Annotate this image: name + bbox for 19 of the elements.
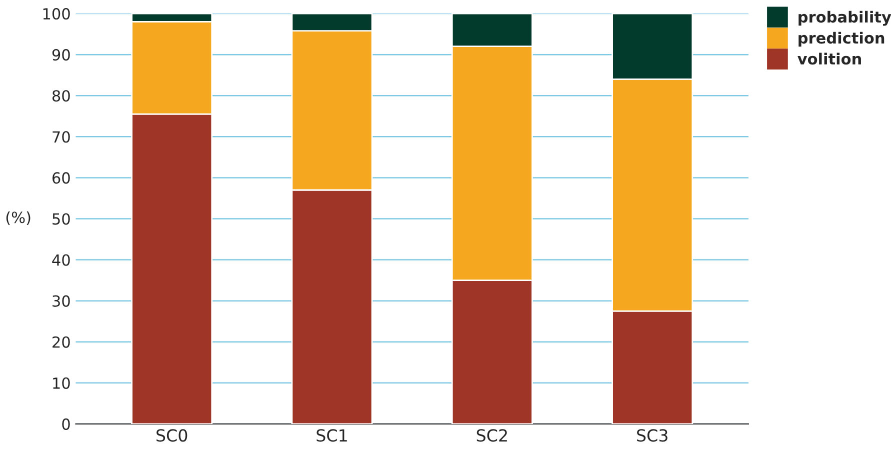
y-tick-label: 50	[52, 213, 70, 225]
y-tick-label: 0	[62, 418, 70, 430]
y-tick-label: 30	[52, 295, 70, 307]
y-tick-label: 40	[52, 254, 70, 266]
x-tick-label: SC1	[316, 429, 347, 442]
x-tick-label: SC0	[156, 429, 188, 442]
y-axis-title: (%)	[6, 211, 30, 225]
y-tick-label: 90	[52, 49, 70, 61]
x-tick-label: SC3	[637, 429, 668, 442]
y-tick-label: 80	[52, 90, 70, 102]
y-tick-label: 70	[52, 131, 70, 143]
legend-label: volition	[798, 52, 861, 65]
y-tick-label: 20	[52, 336, 70, 348]
y-tick-label: 100	[43, 8, 70, 20]
legend-label: probability	[798, 10, 891, 26]
legend-label: prediction	[798, 32, 884, 47]
y-tick-label: 60	[52, 172, 70, 184]
y-tick-label: 10	[53, 377, 70, 389]
x-tick-label: SC2	[476, 429, 507, 442]
